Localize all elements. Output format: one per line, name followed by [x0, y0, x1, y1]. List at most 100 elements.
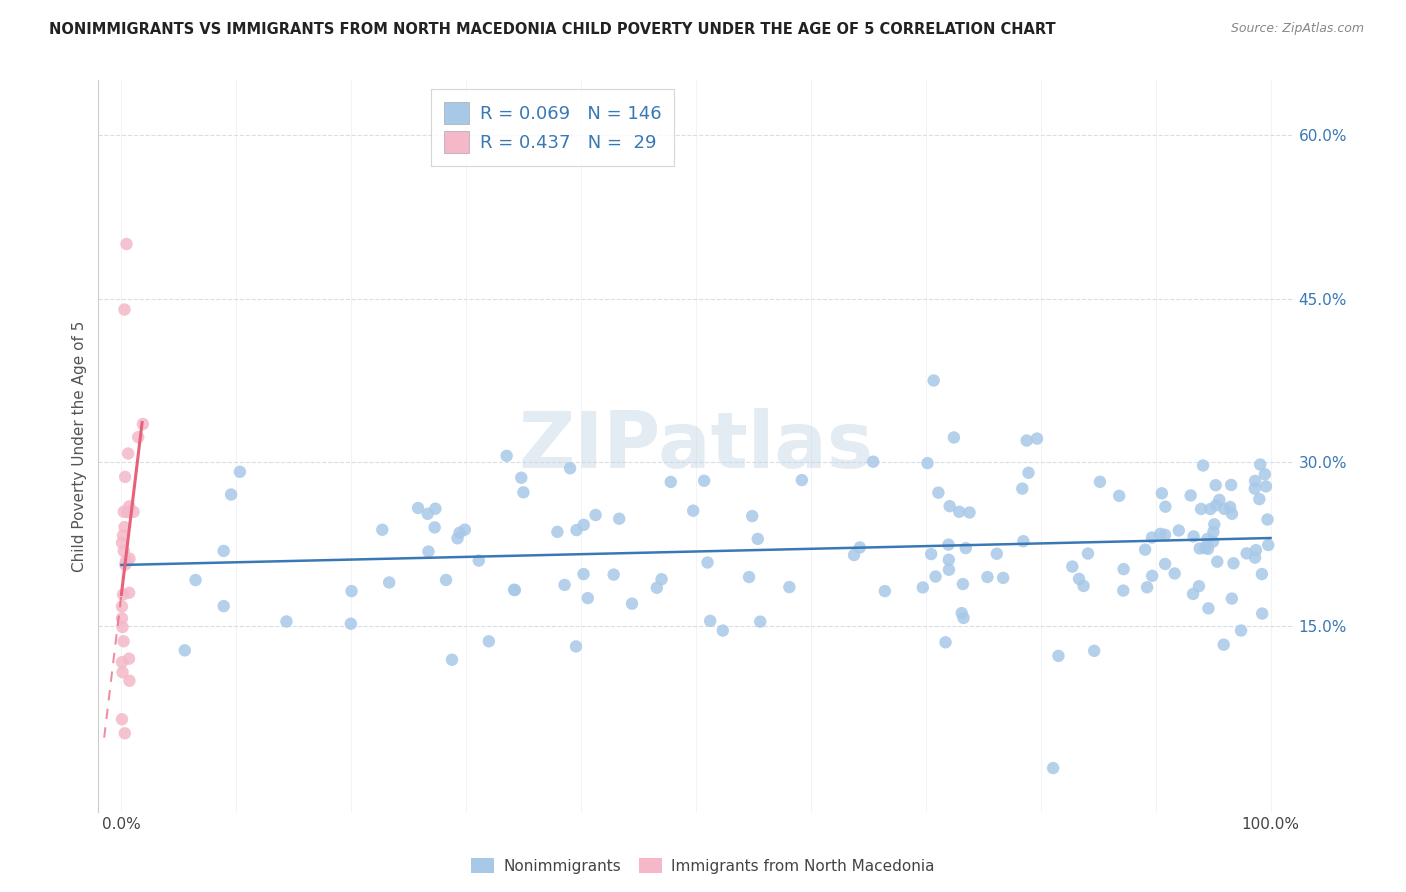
Point — [920, 547, 942, 561]
Point — [1154, 500, 1177, 514]
Point — [510, 471, 533, 485]
Point — [1197, 601, 1219, 615]
Point — [1182, 587, 1205, 601]
Point — [955, 541, 977, 555]
Point — [1011, 482, 1033, 496]
Point — [1017, 466, 1039, 480]
Text: Source: ZipAtlas.com: Source: ZipAtlas.com — [1230, 22, 1364, 36]
Point — [1199, 502, 1222, 516]
Point — [546, 524, 568, 539]
Point — [127, 430, 149, 444]
Point — [585, 508, 607, 522]
Point — [565, 640, 588, 654]
Point — [118, 500, 141, 514]
Point — [1149, 527, 1171, 541]
Point — [922, 374, 945, 388]
Point — [423, 520, 446, 534]
Point — [565, 523, 588, 537]
Point — [1140, 569, 1163, 583]
Point — [1154, 528, 1177, 542]
Point — [434, 573, 457, 587]
Legend: R = 0.069   N = 146, R = 0.437   N =  29: R = 0.069 N = 146, R = 0.437 N = 29 — [432, 89, 673, 166]
Point — [1204, 517, 1226, 532]
Point — [1257, 512, 1279, 526]
Point — [1182, 529, 1205, 543]
Point — [1062, 559, 1084, 574]
Legend: Nonimmigrants, Immigrants from North Macedonia: Nonimmigrants, Immigrants from North Mac… — [465, 852, 941, 880]
Point — [645, 581, 668, 595]
Point — [917, 456, 939, 470]
Point — [558, 461, 581, 475]
Point — [849, 541, 872, 555]
Point — [1167, 524, 1189, 538]
Point — [212, 544, 235, 558]
Point — [572, 517, 595, 532]
Point — [924, 569, 946, 583]
Point — [1249, 458, 1271, 472]
Point — [118, 651, 141, 665]
Point — [132, 417, 155, 431]
Point — [1220, 478, 1243, 492]
Point — [1150, 486, 1173, 500]
Point — [1254, 479, 1277, 493]
Point — [111, 655, 134, 669]
Point — [212, 599, 235, 613]
Point — [114, 470, 136, 484]
Point — [873, 584, 896, 599]
Point — [117, 446, 139, 460]
Point — [114, 726, 136, 740]
Point — [572, 567, 595, 582]
Point — [749, 615, 772, 629]
Point — [1208, 492, 1230, 507]
Point — [418, 544, 440, 558]
Point — [1133, 542, 1156, 557]
Point — [1205, 478, 1227, 492]
Point — [1230, 624, 1253, 638]
Point — [842, 548, 865, 562]
Point — [1067, 572, 1090, 586]
Point — [696, 556, 718, 570]
Point — [1136, 580, 1159, 594]
Point — [112, 544, 135, 558]
Point — [1047, 648, 1070, 663]
Point — [602, 567, 624, 582]
Point — [1180, 488, 1202, 502]
Point — [1042, 761, 1064, 775]
Point — [682, 504, 704, 518]
Point — [115, 237, 138, 252]
Point — [1213, 502, 1236, 516]
Point — [340, 584, 363, 599]
Point — [1112, 562, 1135, 576]
Point — [1222, 557, 1244, 571]
Point — [446, 531, 468, 545]
Point — [118, 551, 141, 566]
Point — [1243, 482, 1265, 496]
Point — [1202, 534, 1225, 549]
Point — [503, 583, 526, 598]
Point — [1206, 555, 1229, 569]
Point — [416, 507, 439, 521]
Point — [111, 599, 134, 614]
Point — [621, 597, 644, 611]
Point — [1140, 531, 1163, 545]
Text: ZIPatlas: ZIPatlas — [519, 408, 873, 484]
Point — [340, 616, 363, 631]
Point — [927, 485, 949, 500]
Point — [111, 528, 134, 542]
Point — [699, 614, 721, 628]
Point — [114, 302, 136, 317]
Point — [1077, 547, 1099, 561]
Point — [1108, 489, 1130, 503]
Point — [1220, 591, 1243, 606]
Point — [1257, 538, 1279, 552]
Point — [911, 581, 934, 595]
Point — [1244, 550, 1267, 565]
Point — [738, 570, 761, 584]
Point — [1205, 498, 1227, 512]
Point — [111, 620, 134, 634]
Point — [1244, 474, 1267, 488]
Point — [986, 547, 1008, 561]
Point — [276, 615, 298, 629]
Text: NONIMMIGRANTS VS IMMIGRANTS FROM NORTH MACEDONIA CHILD POVERTY UNDER THE AGE OF : NONIMMIGRANTS VS IMMIGRANTS FROM NORTH M… — [49, 22, 1056, 37]
Point — [991, 571, 1014, 585]
